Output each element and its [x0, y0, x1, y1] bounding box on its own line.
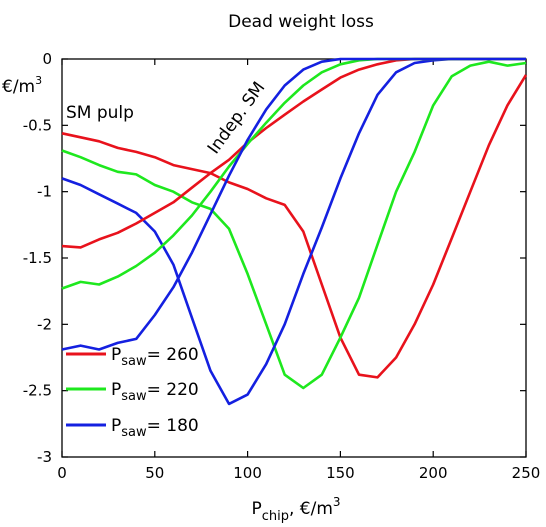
y-axis: 0 -0.5 -1 -1.5 -2 -2.5 -3 [23, 50, 526, 466]
y-tick-label: -3 [37, 448, 52, 466]
legend-item-260: Psaw= 260 [66, 345, 199, 369]
y-tick-label: -2.5 [23, 382, 52, 400]
legend-label-main-220: P [111, 380, 121, 400]
series-line-1 [61, 60, 527, 390]
x-axis: 0 50 100 150 200 250 [57, 59, 540, 482]
y-tick-label: -1 [37, 183, 52, 201]
svg-text:Psaw= 180: Psaw= 180 [111, 416, 199, 440]
legend-item-220: Psaw= 220 [66, 380, 199, 404]
y-tick-label: -2 [37, 315, 52, 333]
annotation-sm-pulp: SM pulp [66, 103, 134, 123]
x-tick-label: 0 [57, 464, 67, 482]
x-tick-label: 100 [233, 464, 262, 482]
series-line-0 [61, 74, 528, 379]
x-tick-label: 150 [326, 464, 355, 482]
y-tick-label: -1.5 [23, 249, 52, 267]
legend-label-main-180: P [111, 416, 121, 436]
plot-area: 0 50 100 150 200 250 0 -0.5 -1 -1.5 -2 -2.5 -3 [23, 50, 541, 482]
x-tick-label: 50 [145, 464, 164, 482]
legend-label-value-220: = 220 [147, 380, 199, 400]
x-axis-label: Pchip, €/m3 [251, 495, 340, 524]
legend-item-180: Psaw= 180 [66, 416, 199, 440]
svg-text:€/m3: €/m3 [2, 74, 42, 97]
x-tick-label: 250 [512, 464, 541, 482]
chart-title: Dead weight loss [228, 12, 374, 32]
series-line-5 [61, 57, 526, 351]
svg-text:Pchip, €/m3: Pchip, €/m3 [251, 495, 340, 524]
y-axis-label: €/m3 [2, 74, 42, 97]
legend-label-sub-260: saw [121, 354, 147, 369]
x-axis-label-sup: 3 [333, 495, 341, 509]
svg-text:Psaw= 260: Psaw= 260 [111, 345, 199, 369]
y-axis-label-sup: 3 [35, 74, 42, 87]
x-axis-label-rest: , €/m [289, 499, 333, 519]
y-tick-label: -0.5 [23, 116, 52, 134]
legend-label-main-260: P [111, 345, 121, 365]
x-tick-label: 200 [419, 464, 448, 482]
legend-label-value-260: = 260 [147, 345, 199, 365]
legend: Psaw= 260 Psaw= 220 Psaw= 180 [66, 345, 199, 440]
y-axis-label-main: €/m [2, 77, 35, 97]
x-axis-label-sub: chip [262, 509, 289, 524]
legend-label-sub-180: saw [121, 425, 147, 440]
x-axis-label-main: P [251, 499, 261, 519]
y-tick-label: 0 [42, 50, 52, 68]
legend-label-sub-220: saw [121, 389, 147, 404]
svg-text:Psaw= 220: Psaw= 220 [111, 380, 199, 404]
legend-label-value-180: = 180 [147, 416, 199, 436]
series-group [61, 57, 528, 406]
